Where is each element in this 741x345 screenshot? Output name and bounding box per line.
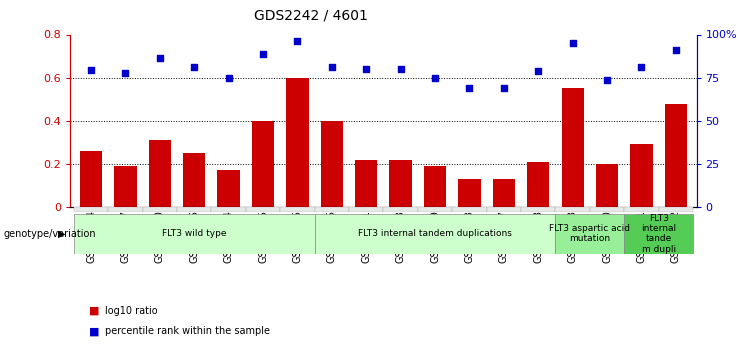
Bar (149, 140, 171, 207)
Bar (665, 104, 687, 207)
Bar (183, 153, 205, 207)
Text: FLT3 aspartic acid
mutation: FLT3 aspartic acid mutation (549, 224, 631, 244)
Point (257, 51, 269, 57)
Bar (556, 214, 624, 254)
Bar (246, 207, 280, 212)
Bar (315, 207, 349, 212)
Bar (177, 207, 211, 212)
Bar (384, 207, 418, 212)
Point (670, 47, 682, 52)
Bar (624, 214, 693, 254)
Bar (624, 207, 659, 212)
Point (154, 55, 166, 61)
Bar (217, 170, 240, 207)
Bar (596, 164, 618, 207)
Bar (114, 166, 136, 207)
Bar (74, 214, 315, 254)
Bar (74, 207, 108, 212)
Bar (631, 145, 653, 207)
Bar (108, 207, 142, 212)
Point (395, 66, 407, 72)
Point (498, 86, 510, 91)
Bar (349, 207, 383, 212)
Bar (659, 207, 693, 212)
Bar (493, 179, 515, 207)
Point (360, 66, 372, 72)
Bar (424, 166, 446, 207)
Point (567, 40, 579, 46)
Point (223, 75, 235, 80)
Point (601, 77, 613, 82)
Bar (355, 159, 377, 207)
Point (429, 75, 441, 80)
Point (636, 64, 648, 70)
Bar (252, 121, 274, 207)
Bar (390, 159, 412, 207)
Text: FLT3
internal
tande
m dupli: FLT3 internal tande m dupli (641, 214, 677, 254)
Text: log10 ratio: log10 ratio (105, 306, 158, 315)
Point (188, 64, 200, 70)
Bar (315, 214, 556, 254)
Bar (286, 78, 309, 207)
Text: percentile rank within the sample: percentile rank within the sample (105, 326, 270, 336)
Bar (590, 207, 624, 212)
Text: ■: ■ (89, 306, 99, 315)
Text: genotype/variation: genotype/variation (4, 229, 96, 239)
Bar (280, 207, 315, 212)
Point (464, 86, 476, 91)
Point (85, 67, 97, 72)
Bar (562, 88, 584, 207)
Text: FLT3 wild type: FLT3 wild type (162, 229, 227, 238)
Point (291, 38, 303, 43)
Point (119, 71, 131, 76)
Bar (80, 151, 102, 207)
Bar (521, 207, 556, 212)
Bar (321, 121, 343, 207)
Bar (418, 207, 452, 212)
Bar (211, 207, 246, 212)
Bar (452, 207, 487, 212)
Bar (527, 162, 550, 207)
Text: FLT3 internal tandem duplications: FLT3 internal tandem duplications (358, 229, 512, 238)
Point (326, 64, 338, 70)
Bar (487, 207, 521, 212)
Bar (142, 207, 177, 212)
Point (532, 68, 544, 74)
Text: ▶: ▶ (58, 229, 65, 239)
Bar (556, 207, 590, 212)
Text: ■: ■ (89, 326, 99, 336)
Bar (458, 179, 481, 207)
Text: GDS2242 / 4601: GDS2242 / 4601 (254, 9, 368, 23)
